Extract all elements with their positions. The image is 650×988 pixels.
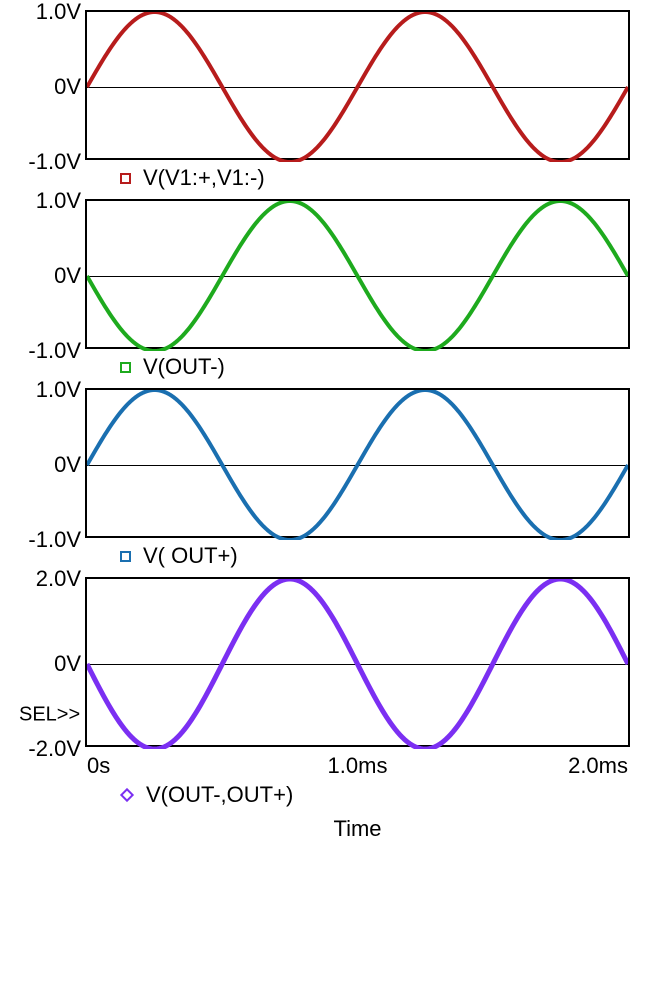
- y-tick-label: -2.0V: [9, 736, 81, 762]
- legend-marker-icon: [120, 788, 134, 802]
- legend-entry-2: V(OUT-): [120, 354, 640, 380]
- legend-marker-icon: [120, 551, 131, 562]
- legend-label: V(OUT-,OUT+): [146, 782, 293, 808]
- legend-entry-1: V(V1:+,V1:-): [120, 165, 640, 191]
- sel-marker: SEL>>: [19, 704, 80, 727]
- plot-panel-2: 1.0V0V-1.0V: [85, 199, 630, 349]
- y-tick-label: 0V: [9, 651, 81, 677]
- waveform-svg: [87, 579, 628, 749]
- y-tick-label: -1.0V: [9, 338, 81, 364]
- y-tick-label: 0V: [9, 263, 81, 289]
- legend-label: V(OUT-): [143, 354, 225, 380]
- waveform-svg: [87, 12, 628, 162]
- plot-panel-1: 1.0V0V-1.0V: [85, 10, 630, 160]
- y-tick-label: -1.0V: [9, 149, 81, 175]
- waveform-svg: [87, 390, 628, 540]
- y-tick-label: 1.0V: [9, 0, 81, 25]
- y-tick-label: 1.0V: [9, 377, 81, 403]
- x-axis-title: Time: [85, 816, 630, 842]
- y-tick-label: 0V: [9, 452, 81, 478]
- x-tick-label: 1.0ms: [328, 753, 388, 779]
- y-tick-label: 1.0V: [9, 188, 81, 214]
- legend-label: V(V1:+,V1:-): [143, 165, 265, 191]
- oscilloscope-plot-grid: 1.0V0V-1.0VV(V1:+,V1:-)1.0V0V-1.0VV(OUT-…: [10, 10, 640, 842]
- waveform-svg: [87, 201, 628, 351]
- x-tick-label: 0s: [87, 753, 110, 779]
- plot-panel-4: 2.0V0V-2.0VSEL>>0s1.0ms2.0ms: [85, 577, 630, 747]
- y-tick-label: 0V: [9, 74, 81, 100]
- x-tick-label: 2.0ms: [568, 753, 628, 779]
- plot-panel-3: 1.0V0V-1.0V: [85, 388, 630, 538]
- y-tick-label: 2.0V: [9, 566, 81, 592]
- legend-marker-icon: [120, 362, 131, 373]
- legend-marker-icon: [120, 173, 131, 184]
- legend-entry-3: V( OUT+): [120, 543, 640, 569]
- legend-entry-4: V(OUT-,OUT+): [120, 782, 640, 808]
- y-tick-label: -1.0V: [9, 527, 81, 553]
- legend-label: V( OUT+): [143, 543, 238, 569]
